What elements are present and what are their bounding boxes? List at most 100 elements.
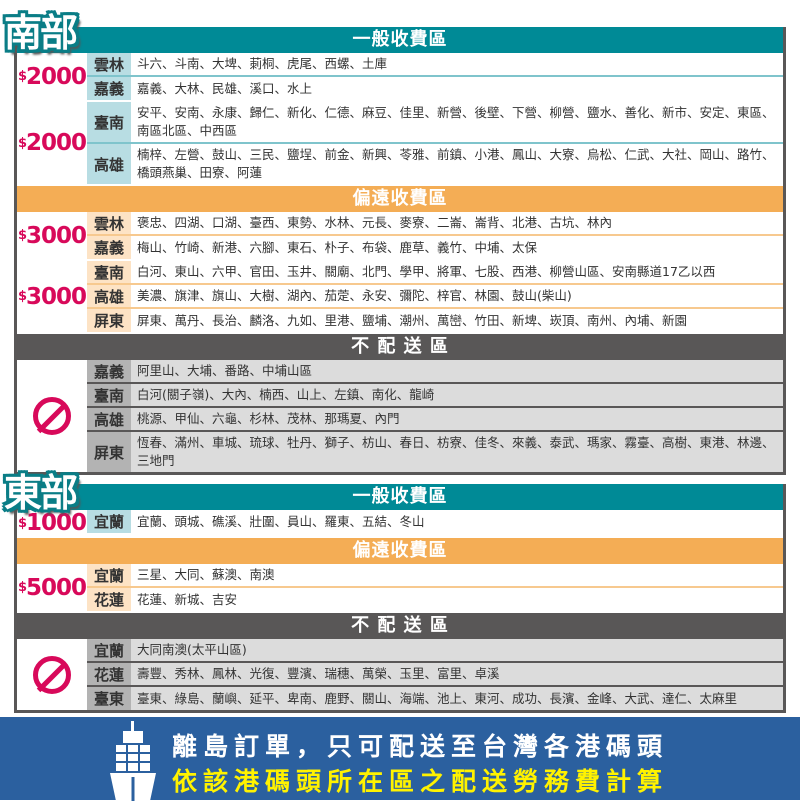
town-list: 臺東、綠島、蘭嶼、延平、卑南、鹿野、關山、海端、池上、東河、成功、長濱、金峰、大… <box>137 690 738 706</box>
section-label-east: 東部 <box>4 471 78 515</box>
outlying-island-banner: 離島訂單，只可配送至台灣各港碼頭 依該港碼頭所在區之配送勞務費計算 <box>0 717 800 801</box>
town-list: 褒忠、四湖、口湖、臺西、東勢、水林、元長、麥寮、二崙、崙背、北港、古坑、林內 <box>137 215 613 230</box>
banner-line-1: 離島訂單，只可配送至台灣各港碼頭 <box>172 732 669 761</box>
block-header-remote: 偏遠收費區 <box>17 538 783 564</box>
currency-symbol: $ <box>17 515 27 531</box>
region-label: 高雄 <box>87 144 131 184</box>
price-value: 3000 <box>26 222 87 249</box>
price-value: 2000 <box>26 63 87 90</box>
table-row: 嘉義 嘉義、大林、民雄、溪口、水上 <box>87 77 783 100</box>
currency-symbol: $ <box>17 135 27 151</box>
town-list: 阿里山、大埔、番路、中埔山區 <box>137 363 313 378</box>
currency-symbol: $ <box>17 228 27 243</box>
price-value: 2000 <box>26 130 87 156</box>
region-label: 花蓮 <box>87 663 131 685</box>
town-list: 三星、大同、蘇澳、南澳 <box>137 567 275 582</box>
price-value: 3000 <box>26 283 87 310</box>
region-rows: 臺南 安平、安南、永康、歸仁、新化、仁德、麻豆、佳里、新營、後壁、下營、柳營、鹽水… <box>87 102 783 184</box>
region-label: 臺南 <box>87 384 131 406</box>
town-list: 大同南澳(太平山區) <box>137 642 247 657</box>
price-value: 5000 <box>26 574 87 601</box>
region-rows: 宜蘭 三星、大同、蘇澳、南澳 花蓮 花蓮、新城、吉安 <box>87 564 783 611</box>
region-rows: 宜蘭 宜蘭、頭城、礁溪、壯圍、員山、羅東、五結、冬山 <box>87 510 783 536</box>
currency-symbol: $ <box>17 289 27 304</box>
price-cell: $5000 <box>17 564 87 611</box>
price-group: $3000 雲林 褒忠、四湖、口湖、臺西、東勢、水林、元長、麥寮、二崙、崙背、北港、… <box>17 212 783 261</box>
table-row: 宜蘭 三星、大同、蘇澳、南澳 <box>87 564 783 588</box>
town-list: 花蓮、新城、吉安 <box>137 591 238 607</box>
block-header-general: 一般收費區 <box>17 484 783 510</box>
region-label: 花蓮 <box>87 588 131 611</box>
region-label: 臺南 <box>87 261 131 283</box>
price-cell: $1000 <box>17 510 87 536</box>
region-label: 高雄 <box>87 408 131 430</box>
table-row: 臺南 白河、東山、六甲、官田、玉井、關廟、北門、學甲、將軍、七股、西港、柳營山區、… <box>87 261 783 285</box>
region-label: 雲林 <box>87 212 131 234</box>
table-row: 屏東 屏東、萬丹、長治、麟洛、九如、里港、鹽埔、潮州、萬巒、竹田、新埤、崁頂、南州… <box>87 309 783 332</box>
table-row: 宜蘭 宜蘭、頭城、礁溪、壯圍、員山、羅東、五結、冬山 <box>87 510 783 533</box>
region-rows: 雲林 褒忠、四湖、口湖、臺西、東勢、水林、元長、麥寮、二崙、崙背、北港、古坑、林內… <box>87 212 783 259</box>
price-group: $1000 宜蘭 宜蘭、頭城、礁溪、壯圍、員山、羅東、五結、冬山 <box>17 510 783 538</box>
price-group: 嘉義 阿里山、大埔、番路、中埔山區 臺南 白河(關子嶺)、大內、楠西、山上、左鎮、南化… <box>17 360 783 472</box>
east-region-table: 一般收費區 $1000 宜蘭 宜蘭、頭城、礁溪、壯圍、員山、羅東、五結、冬山 偏遠收費區… <box>14 484 786 713</box>
table-row: 雲林 褒忠、四湖、口湖、臺西、東勢、水林、元長、麥寮、二崙、崙背、北港、古坑、林內 <box>87 212 783 236</box>
town-list: 嘉義、大林、民雄、溪口、水上 <box>137 80 313 96</box>
region-rows: 宜蘭 大同南澳(太平山區) 花蓮 壽豐、秀林、鳳林、光復、豐濱、瑞穗、萬榮、玉里、富里… <box>87 639 783 710</box>
town-list: 白河(關子嶺)、大內、楠西、山上、左鎮、南化、龍崎 <box>137 387 435 402</box>
region-label: 屏東 <box>87 309 131 332</box>
banner-line-2: 依該港碼頭所在區之配送勞務費計算 <box>172 767 669 796</box>
table-row: 臺南 安平、安南、永康、歸仁、新化、仁德、麻豆、佳里、新營、後壁、下營、柳營、鹽水… <box>87 102 783 144</box>
region-label: 嘉義 <box>87 236 131 259</box>
table-row: 宜蘭 大同南澳(太平山區) <box>87 639 783 663</box>
region-label: 宜蘭 <box>87 564 131 586</box>
town-list: 楠梓、左營、鼓山、三民、鹽埕、前金、新興、苓雅、前鎮、小港、鳳山、大寮、烏松、仁… <box>137 147 775 180</box>
town-list: 宜蘭、頭城、礁溪、壯圍、員山、羅東、五結、冬山 <box>137 513 425 529</box>
price-value: 1000 <box>26 510 87 536</box>
price-group: $2000 雲林 斗六、斗南、大埤、莿桐、虎尾、西螺、土庫 嘉義 嘉義、大林、民雄、溪口… <box>17 53 783 102</box>
region-label: 嘉義 <box>87 77 131 100</box>
table-row: 嘉義 梅山、竹崎、新港、六腳、東石、朴子、布袋、鹿草、義竹、中埔、太保 <box>87 236 783 259</box>
price-cell: $2000 <box>17 102 87 184</box>
town-list: 壽豐、秀林、鳳林、光復、豐濱、瑞穗、萬榮、玉里、富里、卓溪 <box>137 666 500 681</box>
town-list: 安平、安南、永康、歸仁、新化、仁德、麻豆、佳里、新營、後壁、下營、柳營、鹽水、善… <box>137 105 775 138</box>
price-group: $5000 宜蘭 三星、大同、蘇澳、南澳 花蓮 花蓮、新城、吉安 <box>17 564 783 613</box>
table-row: 高雄 美濃、旗津、旗山、大樹、湖內、茄萣、永安、彌陀、梓官、林園、鼓山(柴山) <box>87 285 783 309</box>
price-cell: $3000 <box>17 212 87 259</box>
town-list: 斗六、斗南、大埤、莿桐、虎尾、西螺、土庫 <box>137 56 388 71</box>
table-row: 臺南 白河(關子嶺)、大內、楠西、山上、左鎮、南化、龍崎 <box>87 384 783 408</box>
region-rows: 雲林 斗六、斗南、大埤、莿桐、虎尾、西螺、土庫 嘉義 嘉義、大林、民雄、溪口、水上 <box>87 53 783 100</box>
town-list: 桃源、甲仙、六龜、杉林、茂林、那瑪夏、內門 <box>137 411 400 426</box>
region-rows: 嘉義 阿里山、大埔、番路、中埔山區 臺南 白河(關子嶺)、大內、楠西、山上、左鎮、南化… <box>87 360 783 472</box>
table-row: 雲林 斗六、斗南、大埤、莿桐、虎尾、西螺、土庫 <box>87 53 783 77</box>
region-label: 宜蘭 <box>87 639 131 661</box>
table-row: 屏東 恆春、滿州、車城、琉球、牡丹、獅子、枋山、春日、枋寮、佳冬、來義、泰武、瑪家… <box>87 432 783 472</box>
region-label: 嘉義 <box>87 360 131 382</box>
block-header-none: 不 配 送 區 <box>17 334 783 360</box>
block-header-general: 一般收費區 <box>17 27 783 53</box>
block-header-remote: 偏遠收費區 <box>17 186 783 212</box>
region-label: 臺東 <box>87 687 131 710</box>
price-group: 宜蘭 大同南澳(太平山區) 花蓮 壽豐、秀林、鳳林、光復、豐濱、瑞穗、萬榮、玉里、富里… <box>17 639 783 710</box>
table-row: 花蓮 壽豐、秀林、鳳林、光復、豐濱、瑞穗、萬榮、玉里、富里、卓溪 <box>87 663 783 687</box>
town-list: 恆春、滿州、車城、琉球、牡丹、獅子、枋山、春日、枋寮、佳冬、來義、泰武、瑪家、霧… <box>137 435 775 468</box>
no-delivery-icon <box>33 655 71 694</box>
table-row: 臺東 臺東、綠島、蘭嶼、延平、卑南、鹿野、關山、海端、池上、東河、成功、長濱、金峰… <box>87 687 783 710</box>
region-label: 雲林 <box>87 53 131 75</box>
currency-symbol: $ <box>17 69 27 84</box>
block-header-none: 不 配 送 區 <box>17 613 783 639</box>
price-cell: $2000 <box>17 53 87 100</box>
table-row: 花蓮 花蓮、新城、吉安 <box>87 588 783 611</box>
region-label: 高雄 <box>87 285 131 307</box>
region-label: 宜蘭 <box>87 510 131 533</box>
table-row: 高雄 桃源、甲仙、六龜、杉林、茂林、那瑪夏、內門 <box>87 408 783 432</box>
town-list: 梅山、竹崎、新港、六腳、東石、朴子、布袋、鹿草、義竹、中埔、太保 <box>137 239 538 255</box>
town-list: 美濃、旗津、旗山、大樹、湖內、茄萣、永安、彌陀、梓官、林園、鼓山(柴山) <box>137 288 572 303</box>
price-group: $2000 臺南 安平、安南、永康、歸仁、新化、仁德、麻豆、佳里、新營、後壁、下營、… <box>17 102 783 186</box>
table-row: 高雄 楠梓、左營、鼓山、三民、鹽埕、前金、新興、苓雅、前鎮、小港、鳳山、大寮、烏松… <box>87 144 783 184</box>
currency-symbol: $ <box>17 580 27 595</box>
section-label-south: 南部 <box>4 11 78 55</box>
price-cell: $3000 <box>17 261 87 332</box>
region-rows: 臺南 白河、東山、六甲、官田、玉井、關廟、北門、學甲、將軍、七股、西港、柳營山區、… <box>87 261 783 332</box>
ship-icon <box>110 721 156 801</box>
town-list: 白河、東山、六甲、官田、玉井、關廟、北門、學甲、將軍、七股、西港、柳營山區、安南… <box>137 264 716 279</box>
